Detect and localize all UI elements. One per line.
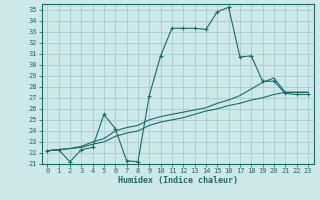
X-axis label: Humidex (Indice chaleur): Humidex (Indice chaleur): [118, 176, 237, 185]
